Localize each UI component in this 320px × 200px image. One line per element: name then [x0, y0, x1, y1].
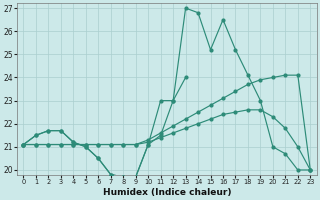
- X-axis label: Humidex (Indice chaleur): Humidex (Indice chaleur): [103, 188, 231, 197]
